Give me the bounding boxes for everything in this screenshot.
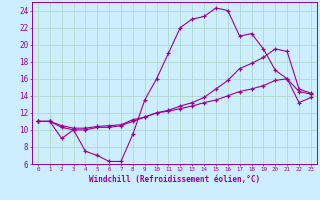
X-axis label: Windchill (Refroidissement éolien,°C): Windchill (Refroidissement éolien,°C) [89,175,260,184]
